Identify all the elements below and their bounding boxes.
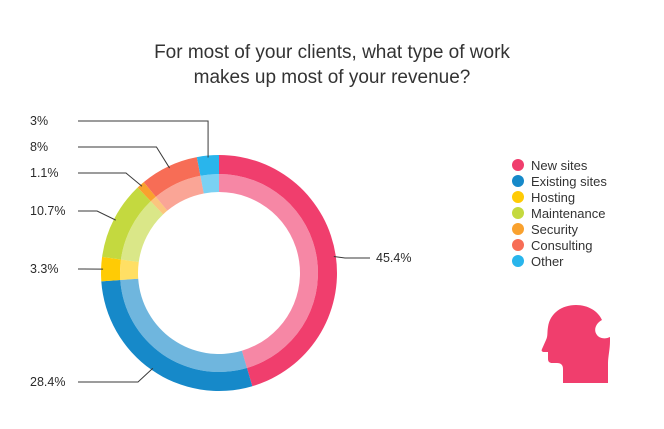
legend-swatch-consulting	[512, 239, 524, 251]
data-label-maintenance: 10.7%	[30, 204, 65, 218]
chart-title-line-2: makes up most of your revenue?	[193, 67, 471, 88]
legend-label-new-sites: New sites	[531, 157, 588, 173]
slice-inner-existing-sites	[120, 278, 247, 372]
slice-security	[137, 182, 156, 202]
legend-swatch-maintenance	[512, 207, 524, 219]
legend-item-hosting: Hosting	[512, 189, 607, 205]
slice-inner-maintenance	[120, 201, 164, 262]
leader-line-existing-sites	[78, 367, 154, 383]
legend-item-maintenance: Maintenance	[512, 205, 607, 221]
legend-swatch-existing-sites	[512, 175, 524, 187]
slice-hosting	[101, 256, 121, 282]
leader-line-maintenance	[78, 210, 116, 221]
slice-inner-hosting	[120, 259, 139, 280]
legend-item-security: Security	[512, 221, 607, 237]
legend-swatch-hosting	[512, 191, 524, 203]
legend-item-new-sites: New sites	[512, 157, 607, 173]
chart-title: For most of your clients, what type of w…	[0, 40, 664, 90]
slice-existing-sites	[101, 279, 253, 391]
legend-label-security: Security	[531, 221, 578, 237]
legend-swatch-other	[512, 255, 524, 267]
legend-label-hosting: Hosting	[531, 189, 576, 205]
legend: New sites Existing sites Hosting Maintenanc…	[512, 157, 607, 269]
data-label-security: 1.1%	[30, 166, 59, 180]
data-label-consulting: 8%	[30, 140, 48, 154]
slice-new-sites	[219, 155, 338, 387]
chart-title-line-1: For most of your clients, what type of w…	[154, 42, 510, 63]
leader-line-consulting	[78, 146, 170, 169]
data-label-other: 3%	[30, 114, 48, 128]
legend-label-consulting: Consulting	[531, 237, 593, 253]
legend-item-existing-sites: Existing sites	[512, 173, 607, 189]
slice-inner-new-sites	[219, 173, 319, 368]
data-label-existing-sites: 28.4%	[30, 375, 65, 389]
leader-line-security	[78, 172, 143, 187]
data-label-hosting: 3.3%	[30, 262, 59, 276]
legend-label-other: Other	[531, 253, 564, 269]
legend-swatch-new-sites	[512, 159, 524, 171]
slice-maintenance	[102, 187, 151, 260]
slice-consulting	[143, 157, 201, 197]
legend-label-maintenance: Maintenance	[531, 205, 606, 221]
slice-inner-other	[200, 174, 219, 194]
legend-label-existing-sites: Existing sites	[531, 173, 607, 189]
leader-line-new-sites	[333, 255, 370, 259]
leader-line-other	[78, 120, 209, 158]
legend-item-consulting: Consulting	[512, 237, 607, 253]
slice-inner-consulting	[155, 175, 204, 211]
legend-swatch-security	[512, 223, 524, 235]
head-silhouette-icon	[541, 305, 610, 383]
slice-other	[196, 155, 219, 176]
data-label-new-sites: 45.4%	[376, 251, 411, 265]
legend-item-other: Other	[512, 253, 607, 269]
slice-inner-security	[150, 196, 168, 215]
